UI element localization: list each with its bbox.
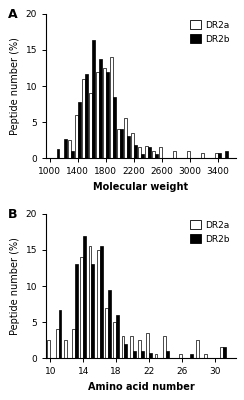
Bar — [220, 347, 223, 358]
Bar — [138, 340, 141, 358]
Bar — [124, 118, 127, 158]
Bar — [196, 340, 199, 358]
Bar — [92, 40, 95, 158]
Bar — [225, 151, 228, 158]
Bar — [113, 97, 116, 158]
Legend: DR2a, DR2b: DR2a, DR2b — [189, 218, 231, 245]
Bar — [131, 133, 134, 158]
Bar — [166, 351, 169, 358]
Bar — [145, 146, 148, 158]
Bar — [80, 257, 83, 358]
Bar — [215, 153, 218, 158]
Bar — [152, 151, 155, 158]
Bar — [141, 351, 144, 358]
Bar — [201, 153, 204, 158]
Bar — [72, 329, 75, 358]
Y-axis label: Peptide number (%): Peptide number (%) — [10, 237, 20, 335]
Bar — [105, 308, 108, 358]
Bar — [85, 74, 88, 158]
Bar — [218, 153, 221, 158]
Bar — [78, 102, 81, 158]
Bar — [154, 354, 157, 358]
Bar — [106, 72, 109, 158]
Bar — [100, 246, 102, 358]
Bar — [83, 236, 86, 358]
Bar — [71, 151, 73, 158]
Bar — [99, 59, 102, 158]
Bar — [223, 347, 226, 358]
Bar — [89, 93, 92, 158]
Bar — [155, 154, 158, 158]
Bar — [82, 79, 85, 158]
Legend: DR2a, DR2b: DR2a, DR2b — [189, 18, 231, 45]
Bar — [64, 340, 67, 358]
Bar — [190, 354, 193, 358]
Bar — [138, 147, 141, 158]
Y-axis label: Peptide number (%): Peptide number (%) — [10, 37, 20, 135]
Bar — [159, 147, 162, 158]
Bar — [75, 115, 78, 158]
Bar — [113, 322, 116, 358]
Bar — [92, 264, 94, 358]
Bar — [173, 151, 176, 158]
Bar — [148, 147, 151, 158]
Bar — [96, 72, 99, 158]
Text: A: A — [8, 8, 18, 21]
Bar — [146, 333, 149, 358]
X-axis label: Molecular weight: Molecular weight — [93, 182, 188, 192]
Bar — [163, 336, 166, 358]
Bar — [110, 57, 113, 158]
Bar — [59, 310, 61, 358]
Text: B: B — [8, 208, 18, 221]
Bar — [134, 145, 137, 158]
Bar — [187, 151, 190, 158]
Bar — [97, 250, 100, 358]
Bar — [64, 139, 67, 158]
Bar — [56, 329, 59, 358]
Bar — [117, 129, 120, 158]
Bar — [120, 129, 123, 158]
Bar — [127, 136, 130, 158]
Bar — [122, 336, 124, 358]
Bar — [57, 149, 60, 158]
Bar — [47, 340, 50, 358]
Bar — [179, 354, 182, 358]
Bar — [108, 290, 111, 358]
Bar — [141, 154, 144, 158]
Bar — [116, 315, 119, 358]
Bar — [89, 246, 92, 358]
Bar — [130, 336, 133, 358]
X-axis label: Amino acid number: Amino acid number — [88, 382, 194, 392]
Bar — [68, 140, 71, 158]
Bar — [124, 344, 127, 358]
Bar — [149, 353, 152, 358]
Bar — [133, 351, 136, 358]
Bar — [103, 68, 106, 158]
Bar — [204, 354, 207, 358]
Bar — [75, 264, 78, 358]
